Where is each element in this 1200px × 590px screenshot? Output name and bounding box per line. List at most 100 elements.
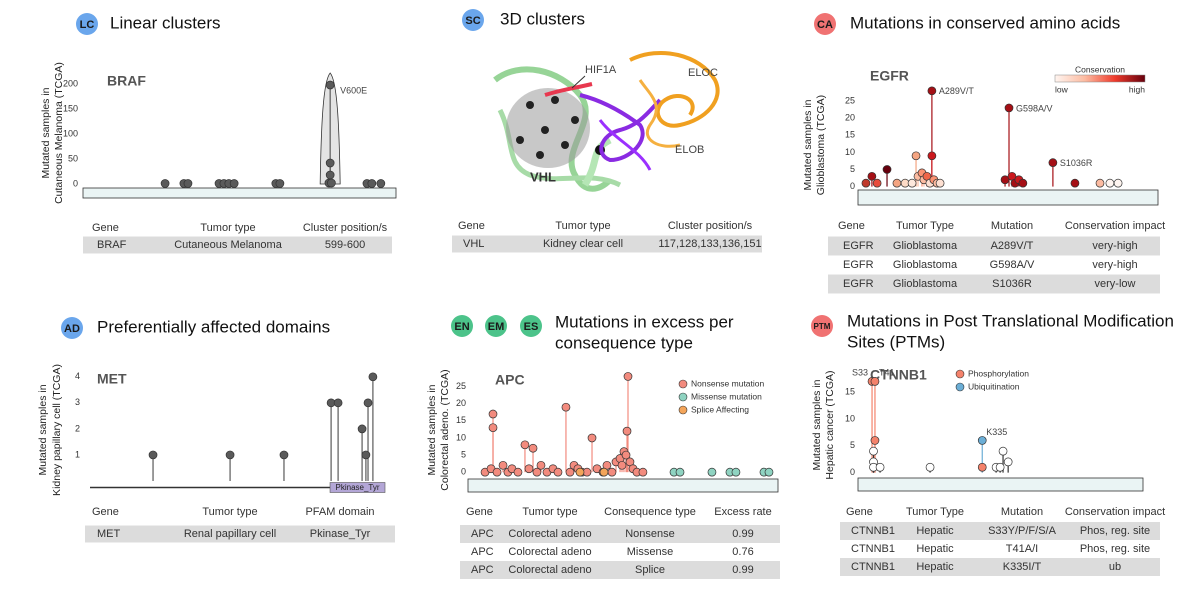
table-cell: Missense	[627, 546, 673, 558]
badge	[814, 13, 836, 35]
point	[488, 423, 498, 433]
point-label: S33	[852, 368, 868, 378]
point	[925, 462, 935, 472]
point	[357, 424, 367, 434]
point	[1095, 178, 1105, 188]
table-row	[828, 274, 1160, 294]
y-axis-label: Colorectal adeno. (TCGA)	[439, 369, 451, 490]
point	[935, 178, 945, 188]
legend-marker	[678, 392, 688, 402]
table-cell: very-low	[1095, 278, 1136, 290]
panel-title: Sites (PTMs)	[847, 332, 945, 351]
point	[148, 450, 158, 460]
table-cell: Hepatic	[916, 525, 954, 537]
point	[998, 446, 1008, 456]
y-tick-label: 20	[456, 398, 466, 408]
gene-label: BRAF	[107, 73, 146, 89]
badge	[76, 13, 98, 35]
table-cell: 0.99	[732, 528, 753, 540]
table-row	[452, 235, 762, 253]
badge	[520, 315, 542, 337]
point	[553, 467, 563, 477]
point	[1003, 457, 1013, 467]
table-cell: very-high	[1092, 259, 1137, 271]
table-row	[828, 236, 1160, 256]
y-axis-label: Hepatic cancer (TCGA)	[824, 370, 836, 479]
panel-title: consequence type	[555, 333, 693, 352]
point	[575, 467, 585, 477]
table-cell: EGFR	[843, 259, 874, 271]
y-axis-label: Cutaneous Melanoma (TCGA)	[53, 62, 65, 204]
point	[1000, 175, 1010, 185]
table-cell: Renal papillary cell	[184, 528, 276, 540]
point	[861, 178, 871, 188]
y-tick-label: 5	[850, 164, 855, 174]
table-cell: APC	[471, 546, 494, 558]
table-cell: Hepatic	[916, 543, 954, 555]
table-row	[840, 540, 1160, 558]
table-header: PFAM domain	[305, 506, 374, 518]
point	[870, 436, 880, 445]
badge-label: PTM	[814, 322, 831, 331]
colorbar-title: Conservation	[1075, 64, 1125, 74]
structure-label: HIF1A	[585, 64, 617, 76]
point	[333, 398, 343, 408]
table-header: Tumor type	[522, 506, 577, 518]
badge	[61, 317, 83, 339]
gene-label: MET	[97, 371, 127, 387]
y-tick-label: 150	[63, 103, 78, 113]
structure-label: ELOC	[688, 67, 718, 79]
table-cell: S1036R	[992, 278, 1032, 290]
point	[513, 467, 523, 477]
table-cell: Glioblastoma	[893, 278, 958, 290]
point	[870, 377, 880, 386]
y-axis-label: Mutated samples in	[37, 384, 49, 475]
badge-label: EM	[488, 321, 505, 333]
table-cell: Glioblastoma	[893, 240, 958, 252]
y-axis-label: Mutated samples in	[426, 384, 438, 475]
point	[1070, 178, 1080, 188]
point	[498, 460, 508, 470]
table-cell: Kidney clear cell	[543, 238, 623, 250]
table-cell: Cutaneous Melanoma	[174, 239, 283, 251]
panel-title: Preferentially affected domains	[97, 317, 330, 336]
table-header: Cluster position/s	[303, 222, 388, 234]
badge-label: CA	[817, 19, 833, 31]
y-tick-label: 25	[845, 95, 855, 105]
panel-title: 3D clusters	[500, 9, 585, 28]
point	[1018, 178, 1028, 188]
point-label: K335	[986, 427, 1007, 437]
table-cell: 0.99	[732, 564, 753, 576]
colorbar-low: low	[1055, 84, 1069, 94]
table-header: Excess rate	[714, 506, 771, 518]
table-cell: Glioblastoma	[893, 259, 958, 271]
domain	[329, 482, 386, 493]
y-tick-label: 10	[456, 432, 466, 442]
y-tick-label: 5	[461, 449, 466, 459]
point	[617, 460, 627, 470]
y-tick-label: 25	[456, 381, 466, 391]
table-header: Conservation impact	[1065, 220, 1165, 232]
legend-label: Splice Affecting	[691, 404, 749, 414]
table-cell: CTNNB1	[851, 543, 895, 555]
y-tick-label: 10	[845, 413, 855, 423]
protein-bar	[82, 187, 397, 199]
y-tick-label: 3	[75, 397, 80, 407]
point	[225, 450, 235, 460]
table-header: Gene	[458, 220, 485, 232]
y-tick-label: 1	[75, 449, 80, 459]
point	[160, 179, 170, 188]
colorbar-high: high	[1129, 84, 1145, 94]
point	[1105, 178, 1115, 188]
point	[731, 467, 741, 477]
point	[275, 179, 285, 188]
table-cell: ub	[1109, 561, 1121, 573]
y-axis-label: Mutated samples in	[802, 99, 814, 190]
gene-label: CTNNB1	[870, 367, 927, 383]
protein-bar	[467, 478, 779, 493]
badge-label: AD	[64, 323, 80, 335]
point-label: V600E	[340, 85, 367, 95]
point	[363, 398, 373, 408]
table-header: Cluster position/s	[668, 220, 753, 232]
point	[911, 151, 921, 161]
